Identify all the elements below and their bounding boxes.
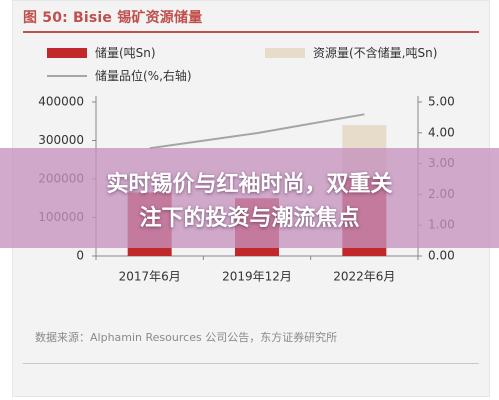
figure-title: 图 50: Bisie 锡矿资源储量: [23, 10, 203, 26]
left-tick-label: 0: [76, 249, 84, 263]
legend-label-reserve: 储量(吨Sn): [95, 46, 156, 60]
right-tick-label: 5.00: [428, 95, 455, 109]
x-tick-label: 2017年6月: [119, 270, 181, 284]
right-tick-label: 4.00: [428, 125, 455, 139]
legend-grade: 储量品位(%,右轴): [47, 67, 192, 84]
right-tick-label: 0.00: [428, 249, 455, 263]
legend-resource: 资源量(不含储量,吨Sn): [265, 44, 437, 61]
headline-line-2: 注下的投资与潮流焦点: [139, 206, 360, 231]
line-grade: [149, 113, 365, 150]
legend-swatch-resource: [265, 47, 305, 58]
headline-overlay: 实时锡价与红袖时尚，双重关 注下的投资与潮流焦点: [0, 148, 499, 248]
bottom-rule: [23, 363, 479, 364]
x-tick-label: 2019年12月: [222, 270, 292, 284]
source-note: 数据来源：Alphamin Resources 公司公告，东方证券研究所: [35, 331, 338, 344]
left-tick-label: 400000: [38, 95, 84, 109]
legend-label-resource: 资源量(不含储量,吨Sn): [313, 46, 438, 60]
headline-line-1: 实时锡价与红袖时尚，双重关: [106, 172, 393, 197]
legend-label-grade: 储量品位(%,右轴): [95, 69, 192, 83]
x-tick-label: 2022年6月: [333, 270, 395, 284]
legend-swatch-reserve: [47, 47, 87, 58]
legend-swatch-grade: [47, 74, 87, 77]
title-rule: [23, 31, 479, 33]
legend-reserve: 储量(吨Sn): [47, 44, 156, 61]
left-tick-label: 300000: [38, 133, 84, 147]
